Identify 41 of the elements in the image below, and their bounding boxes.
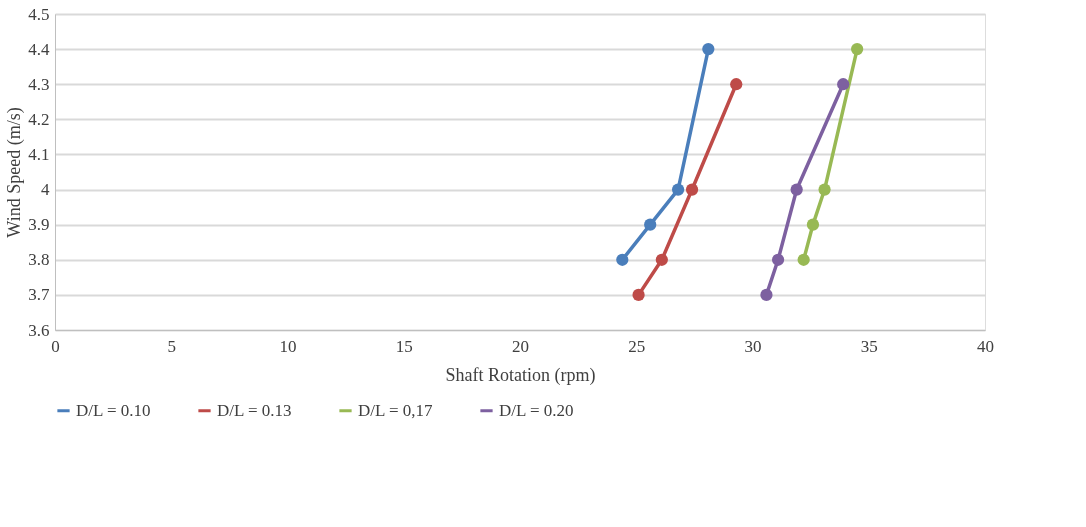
x-tick-label: 20 <box>512 336 529 356</box>
y-tick-label: 3.6 <box>28 320 50 340</box>
x-tick-label: 40 <box>977 336 994 356</box>
y-tick-label: 3.9 <box>28 215 50 235</box>
point <box>797 253 810 266</box>
x-tick-label: 35 <box>860 336 878 356</box>
point <box>730 78 743 91</box>
point <box>837 78 850 91</box>
y-tick-label: 4.3 <box>28 74 50 94</box>
legend-label: D/L = 0.20 <box>499 400 574 420</box>
x-tick-label: 5 <box>167 336 176 356</box>
x-tick-label: 25 <box>628 336 646 356</box>
point <box>818 183 831 196</box>
y-axis-title: Wind Speed (m/s) <box>4 107 26 238</box>
point <box>632 288 645 301</box>
point <box>771 253 785 266</box>
point <box>671 183 685 196</box>
point <box>851 43 864 56</box>
legend-label: D/L = 0,17 <box>358 400 434 420</box>
point <box>685 183 699 196</box>
point <box>806 218 820 231</box>
x-tick-label: 10 <box>279 336 297 356</box>
x-tick-label: 15 <box>395 336 413 356</box>
y-tick-label: 3.7 <box>28 285 50 305</box>
point <box>760 288 773 301</box>
point <box>616 253 629 266</box>
x-axis-title: Shaft Rotation (rpm) <box>445 364 596 386</box>
y-tick-label: 4.2 <box>28 109 50 129</box>
x-tick-label: 0 <box>51 336 60 356</box>
y-tick-label: 3.8 <box>28 250 50 270</box>
legend-label: D/L = 0.10 <box>76 400 151 420</box>
y-tick-label: 4.5 <box>28 4 50 24</box>
y-tick-label: 4 <box>41 180 50 200</box>
x-tick-label: 30 <box>744 336 762 356</box>
point <box>655 253 668 266</box>
point <box>702 43 715 56</box>
point <box>790 183 803 196</box>
legend-label: D/L = 0.13 <box>217 400 292 420</box>
y-tick-label: 4.4 <box>28 39 50 59</box>
y-tick-label: 4.1 <box>28 144 50 164</box>
point <box>644 218 657 231</box>
